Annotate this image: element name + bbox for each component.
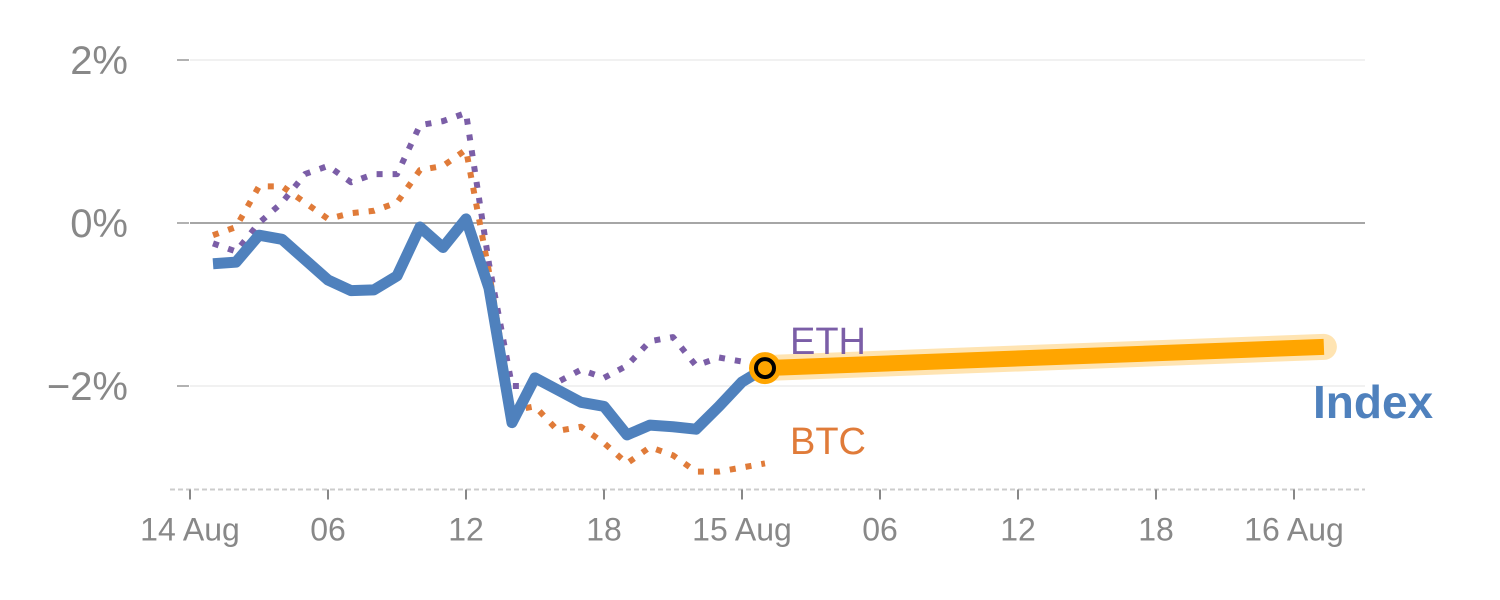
current-point-marker <box>749 352 781 385</box>
x-tick-label: 06 <box>862 512 898 548</box>
x-tick-label: 16 Aug <box>1244 512 1344 548</box>
x-tick-label: 18 <box>1138 512 1174 548</box>
series-line-index <box>212 213 768 441</box>
x-tick-label: 18 <box>586 512 622 548</box>
x-tick-label: 06 <box>310 512 346 548</box>
forecast-line <box>764 338 1325 377</box>
series-label-index: Index <box>1313 376 1434 428</box>
x-tick-label: 12 <box>448 512 484 548</box>
x-tick-label: 14 Aug <box>140 512 240 548</box>
x-tick-label: 15 Aug <box>692 512 792 548</box>
current-point-ring <box>754 357 776 380</box>
y-tick-label: −2% <box>47 365 128 409</box>
series-label-eth: ETH <box>790 321 866 363</box>
y-tick-label: 2% <box>70 39 128 83</box>
y-tick-label: 0% <box>70 202 128 246</box>
series-label-btc: BTC <box>790 421 866 463</box>
x-tick-label: 12 <box>1000 512 1036 548</box>
series-line-eth <box>211 109 766 389</box>
